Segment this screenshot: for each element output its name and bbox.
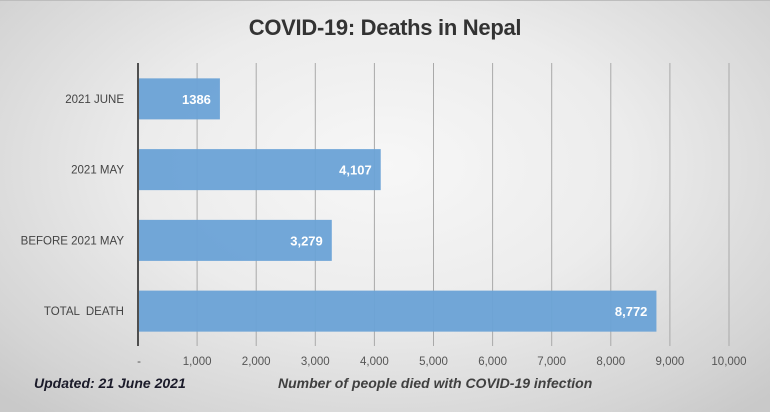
category-label: BEFORE 2021 MAY <box>21 235 125 247</box>
x-tick-label: 7,000 <box>537 356 566 368</box>
bar <box>139 290 657 332</box>
x-tick-label: 8,000 <box>596 356 625 368</box>
category-label: 2021 MAY <box>71 165 124 177</box>
bar <box>139 78 220 120</box>
x-tick-label: 1,000 <box>183 356 212 368</box>
x-tick-label: 6,000 <box>478 356 507 368</box>
bar-value-label: 4,107 <box>339 163 372 178</box>
category-labels: 2021 JUNE 2021 MAY BEFORE 2021 MAY TOTAL DE… <box>21 94 125 318</box>
bar <box>139 149 381 191</box>
x-tick-label: - <box>137 356 141 368</box>
bar-value-label: 8,772 <box>615 304 648 319</box>
x-tick-label: 9,000 <box>656 356 685 368</box>
x-tick-labels: - 1,000 2,000 3,000 4,000 5,000 6,000 7,000 8,00… <box>137 356 747 368</box>
bar-value-label: 3,279 <box>290 233 323 248</box>
x-tick-label: 4,000 <box>360 356 389 368</box>
bar-value-label: 1386 <box>182 92 211 107</box>
updated-annotation: Updated: 21 June 2021 <box>34 375 186 391</box>
x-tick-label: 5,000 <box>419 356 448 368</box>
chart-title: COVID-19: Deaths in Nepal <box>248 15 522 40</box>
bars: 1386 4,107 3,279 8,772 <box>139 78 657 332</box>
bar <box>139 219 332 261</box>
x-axis-label: Number of people died with COVID-19 infe… <box>278 375 593 391</box>
category-label: 2021 JUNE <box>65 94 124 106</box>
x-tick-label: 3,000 <box>301 356 330 368</box>
category-label: TOTAL DEATH <box>44 306 124 318</box>
x-tick-label: 10,000 <box>711 356 746 368</box>
x-tick-label: 2,000 <box>242 356 271 368</box>
